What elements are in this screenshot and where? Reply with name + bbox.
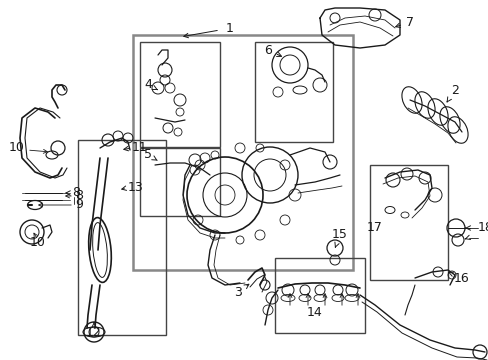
Text: 6: 6 xyxy=(264,44,281,57)
Text: 10: 10 xyxy=(30,235,46,248)
Text: 1: 1 xyxy=(225,22,233,35)
Bar xyxy=(78,140,165,335)
Text: 8: 8 xyxy=(72,186,80,199)
Text: 12: 12 xyxy=(86,323,102,338)
Text: 5: 5 xyxy=(143,148,157,162)
Text: 3: 3 xyxy=(234,284,248,298)
Bar xyxy=(369,165,447,280)
Text: 8: 8 xyxy=(75,189,83,202)
Text: 4: 4 xyxy=(144,78,157,91)
Text: 13: 13 xyxy=(128,181,143,194)
Bar xyxy=(254,42,332,142)
Bar xyxy=(140,148,220,216)
Text: 2: 2 xyxy=(446,84,458,102)
Bar xyxy=(140,42,220,147)
Bar xyxy=(274,258,364,333)
Text: 15: 15 xyxy=(331,229,347,247)
Text: 14: 14 xyxy=(306,306,322,319)
Text: 10: 10 xyxy=(9,141,25,154)
Text: 9: 9 xyxy=(75,198,82,211)
Text: 7: 7 xyxy=(395,15,413,28)
Text: 16: 16 xyxy=(447,271,469,284)
Text: 18: 18 xyxy=(477,221,488,234)
Text: 17: 17 xyxy=(366,221,382,234)
Text: 11: 11 xyxy=(132,141,147,154)
Bar xyxy=(133,35,352,270)
